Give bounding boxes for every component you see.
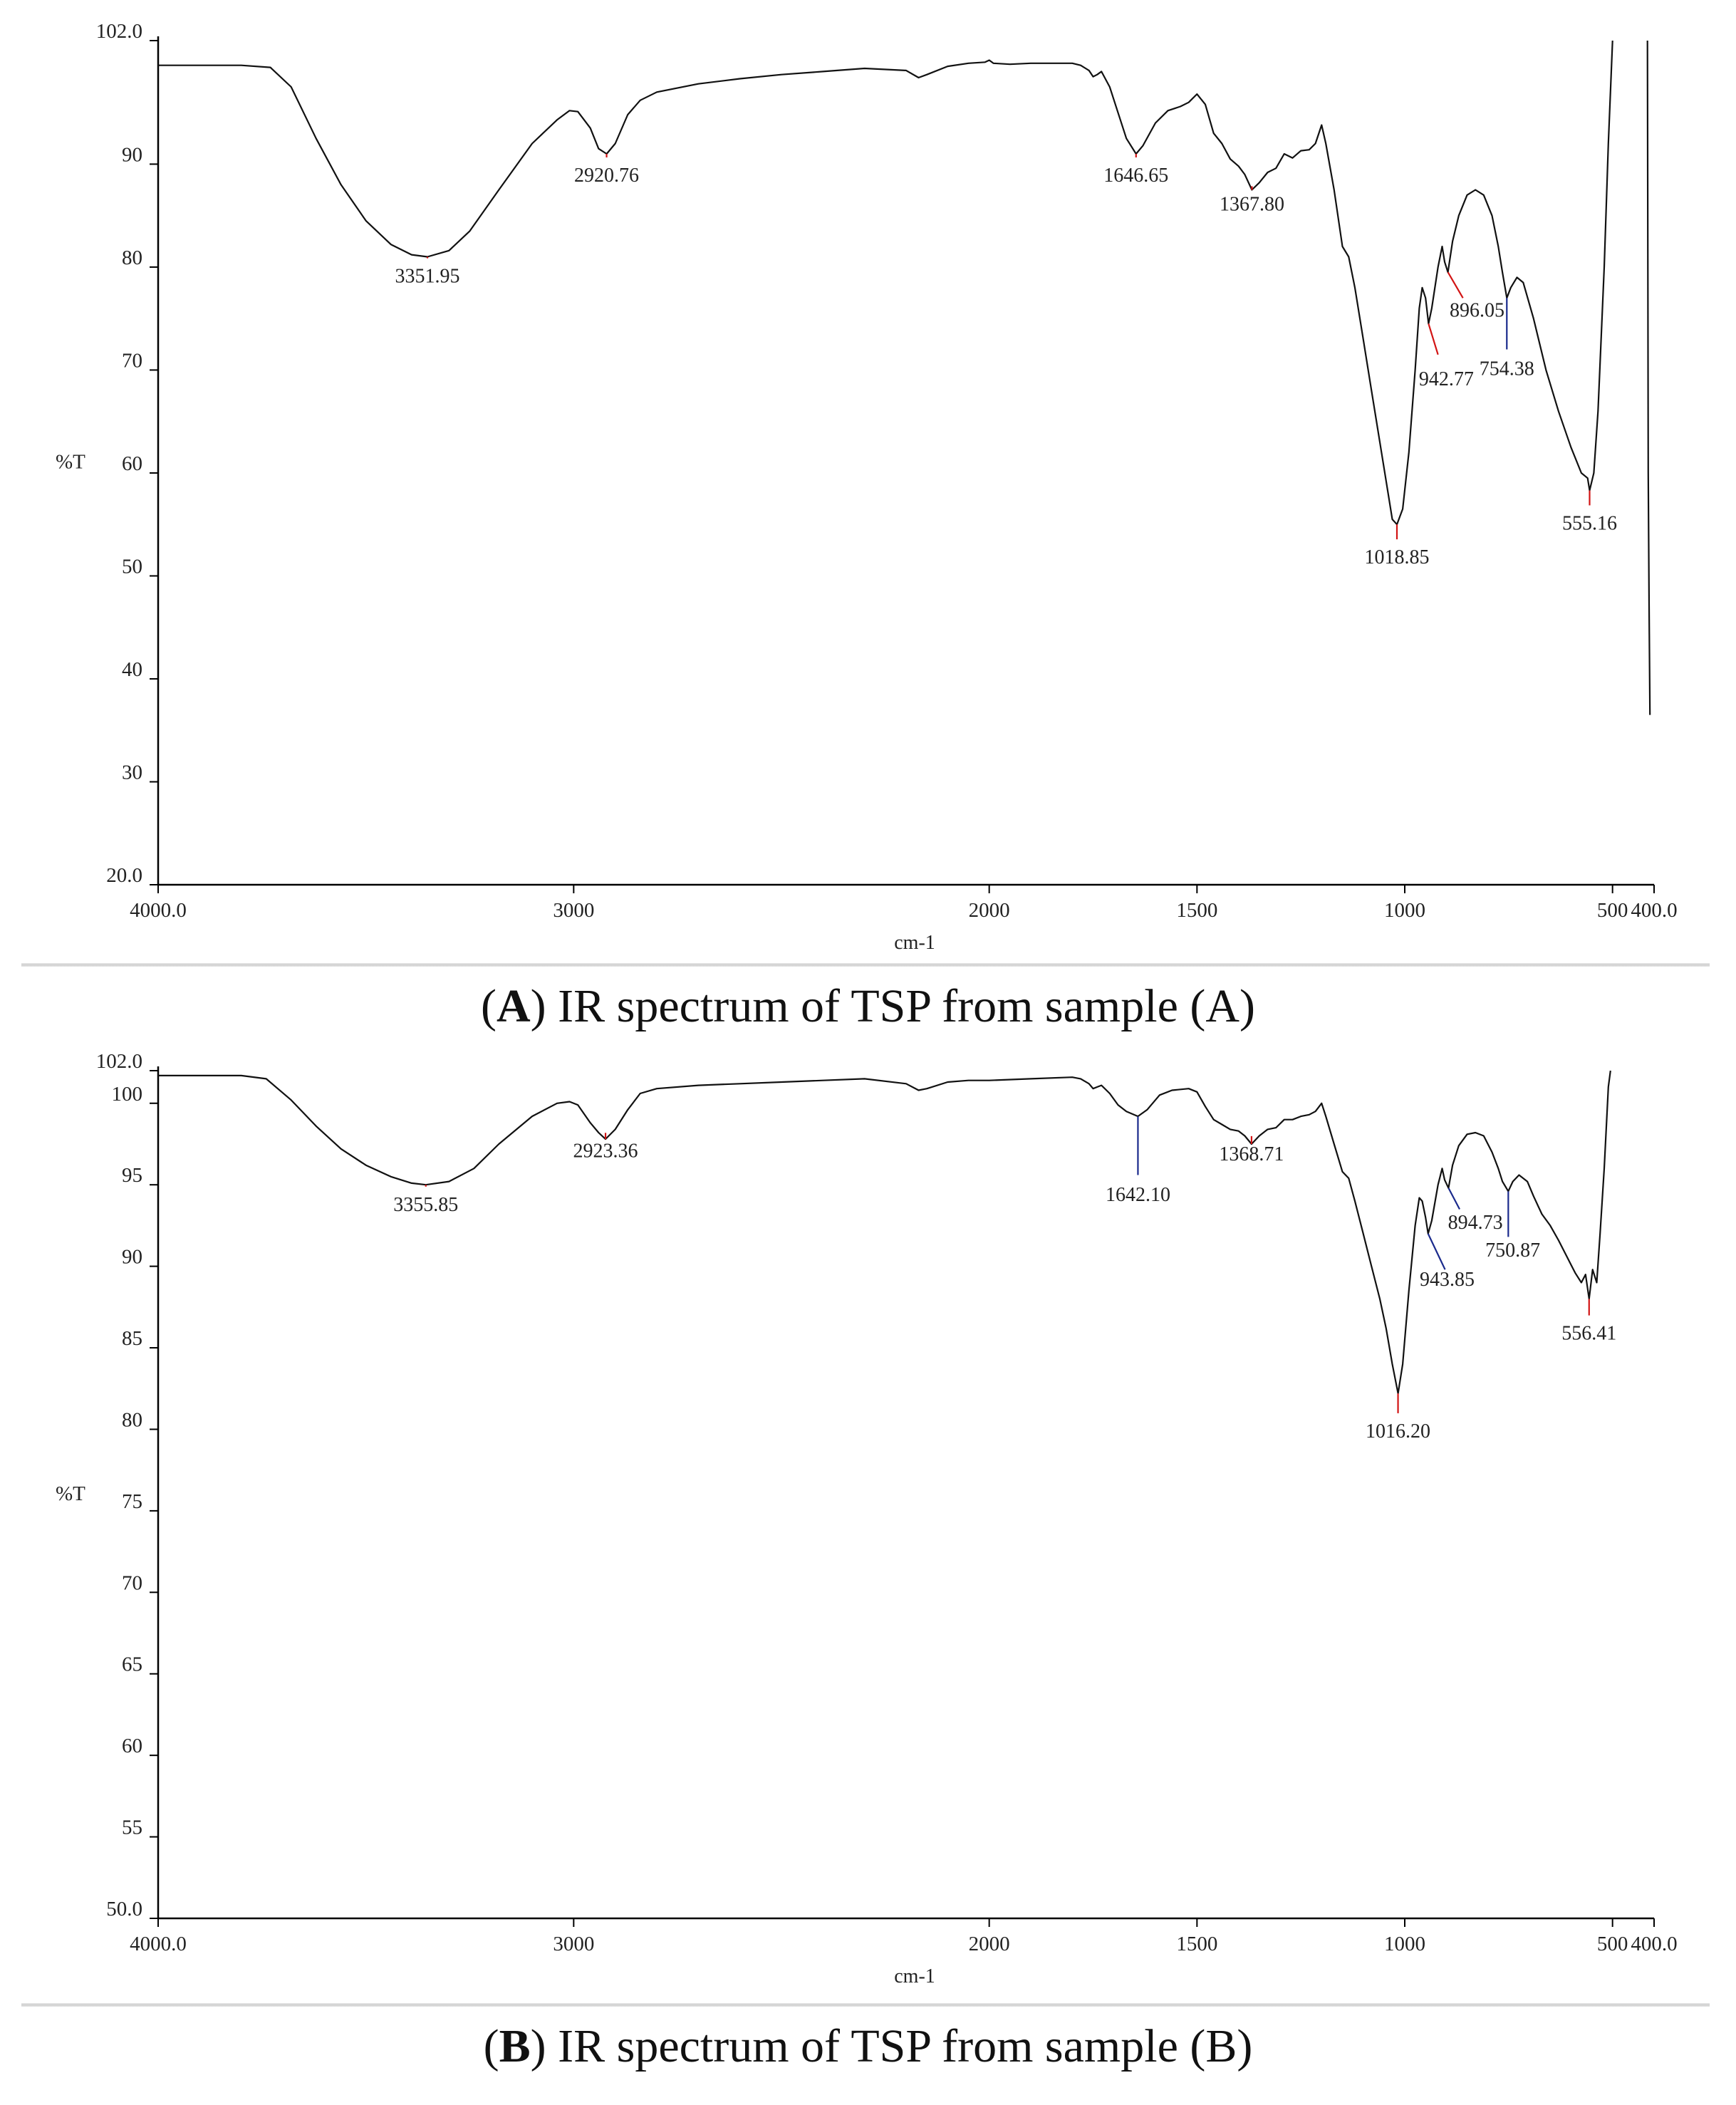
spectrum-line	[1646, 40, 1651, 715]
y-tick-label: 20.0	[106, 864, 142, 887]
y-tick-label: 70	[122, 1571, 142, 1594]
y-tick-label: 80	[122, 246, 142, 269]
caption-letter: B	[499, 2020, 531, 2072]
peak-label: 943.85	[1420, 1269, 1475, 1291]
peak-marker	[1428, 323, 1439, 355]
peak-label: 1367.80	[1220, 193, 1284, 215]
peak-label: 2920.76	[574, 165, 639, 187]
y-tick-label: 102.0	[96, 1050, 142, 1073]
y-tick-label: 85	[122, 1327, 142, 1350]
peak-label: 1368.71	[1219, 1143, 1284, 1165]
peak-label: 556.41	[1561, 1323, 1616, 1345]
x-tick-label: 4000.0	[130, 1933, 187, 1955]
y-tick-label: 80	[122, 1408, 142, 1431]
peak-label: 754.38	[1480, 358, 1534, 380]
figure-caption-a: (A) IR spectrum of TSP from sample (A)	[481, 980, 1255, 1032]
x-axis-label: cm-1	[894, 1965, 935, 1987]
y-tick-label: 65	[122, 1653, 142, 1676]
peak-label: 555.16	[1562, 512, 1617, 534]
y-tick-label: 100	[112, 1083, 143, 1106]
peak-marker	[1427, 1233, 1446, 1270]
peak-label: 750.87	[1485, 1239, 1540, 1262]
x-tick-label: 3000	[553, 1933, 594, 1955]
spectrum-line	[158, 40, 1613, 526]
spectrum-line	[158, 1070, 1611, 1395]
x-tick-label: 4000.0	[130, 899, 187, 922]
y-tick-label: 60	[122, 1735, 142, 1757]
y-tick-label: 40	[122, 658, 142, 681]
y-tick-label: 30	[122, 761, 142, 784]
peak-label: 1642.10	[1106, 1184, 1170, 1206]
x-tick-label: 1000	[1384, 899, 1425, 922]
y-tick-label: 95	[122, 1164, 142, 1187]
y-tick-label: 90	[122, 1246, 142, 1269]
x-tick-label: 3000	[553, 899, 594, 922]
caption-letter: A	[496, 980, 531, 1032]
x-tick-label: 1000	[1384, 1933, 1425, 1955]
ir-spectrum-chart-b: 102.0 100 95 90 85 80 75 70 65 60 55 50.0 4000.0 3000…	[56, 1050, 1678, 1987]
peak-label: 1646.65	[1103, 165, 1168, 187]
y-tick-label: 50	[122, 555, 142, 578]
y-tick-label: 50.0	[106, 1898, 142, 1921]
y-tick-label: 90	[122, 143, 142, 166]
peak-label: 2923.36	[573, 1140, 638, 1162]
caption-text: ) IR spectrum of TSP from sample (A)	[530, 980, 1255, 1032]
figure-caption-b: (B) IR spectrum of TSP from sample (B)	[483, 2020, 1253, 2072]
peak-label: 1018.85	[1365, 546, 1430, 568]
chart-panel-b: 102.0 100 95 90 85 80 75 70 65 60 55 50.0 4000.0 3000…	[0, 1040, 1736, 2105]
x-tick-label: 500	[1597, 899, 1628, 922]
peak-label: 1016.20	[1366, 1420, 1430, 1443]
y-tick-label: 75	[122, 1490, 142, 1513]
chart-panel-a: 102.0 90 80 70 60 50 40 30 20.0 4000.0 3000 2000 150…	[21, 20, 1710, 1032]
x-axis-label: cm-1	[894, 932, 935, 954]
peak-label: 3355.85	[393, 1194, 458, 1216]
peak-marker	[1447, 271, 1464, 298]
y-axis-label: %T	[56, 1482, 85, 1505]
y-tick-label: 55	[122, 1816, 142, 1839]
peak-label: 896.05	[1450, 299, 1504, 321]
separator-line	[21, 2003, 1710, 2007]
separator-line	[21, 963, 1710, 967]
peak-label: 894.73	[1448, 1212, 1503, 1234]
x-tick-label: 400.0	[1631, 1933, 1677, 1955]
peak-label: 942.77	[1419, 368, 1474, 390]
x-tick-label: 500	[1597, 1933, 1628, 1955]
x-tick-label: 1500	[1176, 899, 1217, 922]
x-tick-label: 400.0	[1631, 899, 1677, 922]
y-tick-label: 60	[122, 452, 142, 475]
x-tick-label: 2000	[969, 899, 1010, 922]
peak-marker	[1447, 1187, 1460, 1210]
ir-spectrum-chart-a: 102.0 90 80 70 60 50 40 30 20.0 4000.0 3000 2000 150…	[56, 20, 1678, 954]
y-axis-label: %T	[56, 451, 85, 474]
x-tick-label: 2000	[969, 1933, 1010, 1955]
peak-label: 3351.95	[395, 266, 460, 288]
x-tick-label: 1500	[1176, 1933, 1217, 1955]
y-tick-label: 70	[122, 349, 142, 372]
y-tick-label: 102.0	[96, 20, 142, 43]
caption-text: ) IR spectrum of TSP from sample (B)	[530, 2020, 1253, 2072]
